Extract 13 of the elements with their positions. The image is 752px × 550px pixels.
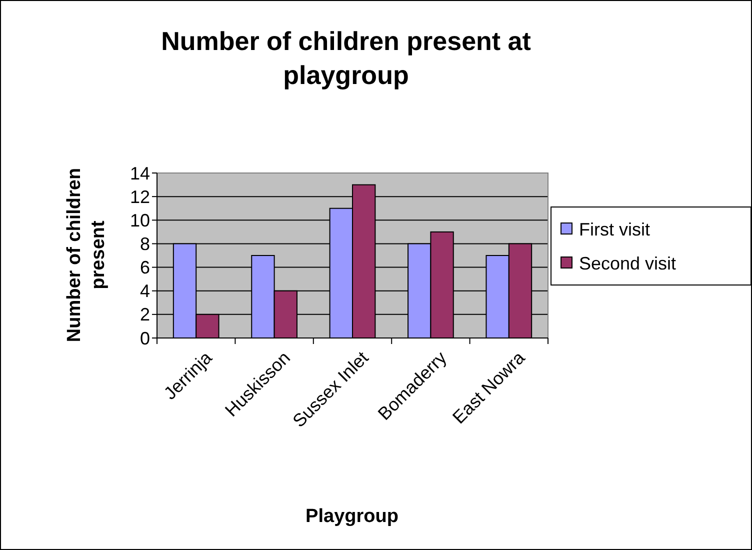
y-tick-label: 12 (130, 186, 150, 207)
chart-title: Number of children present at playgroup (161, 26, 532, 90)
y-tick-label: 10 (130, 210, 150, 230)
y-tick-label: 4 (140, 281, 150, 302)
x-axis-title: Playgroup (306, 506, 398, 527)
y-axis-title: Number of children present (64, 168, 109, 342)
y-tick-label: 2 (140, 304, 150, 325)
y-tick-label: 6 (140, 258, 150, 278)
legend-label: Second visit (579, 253, 676, 274)
y-tick-label: 8 (140, 234, 150, 254)
y-tick-label: 14 (130, 163, 150, 184)
legend-label: First visit (579, 219, 650, 240)
y-tick-label: 0 (140, 328, 150, 348)
